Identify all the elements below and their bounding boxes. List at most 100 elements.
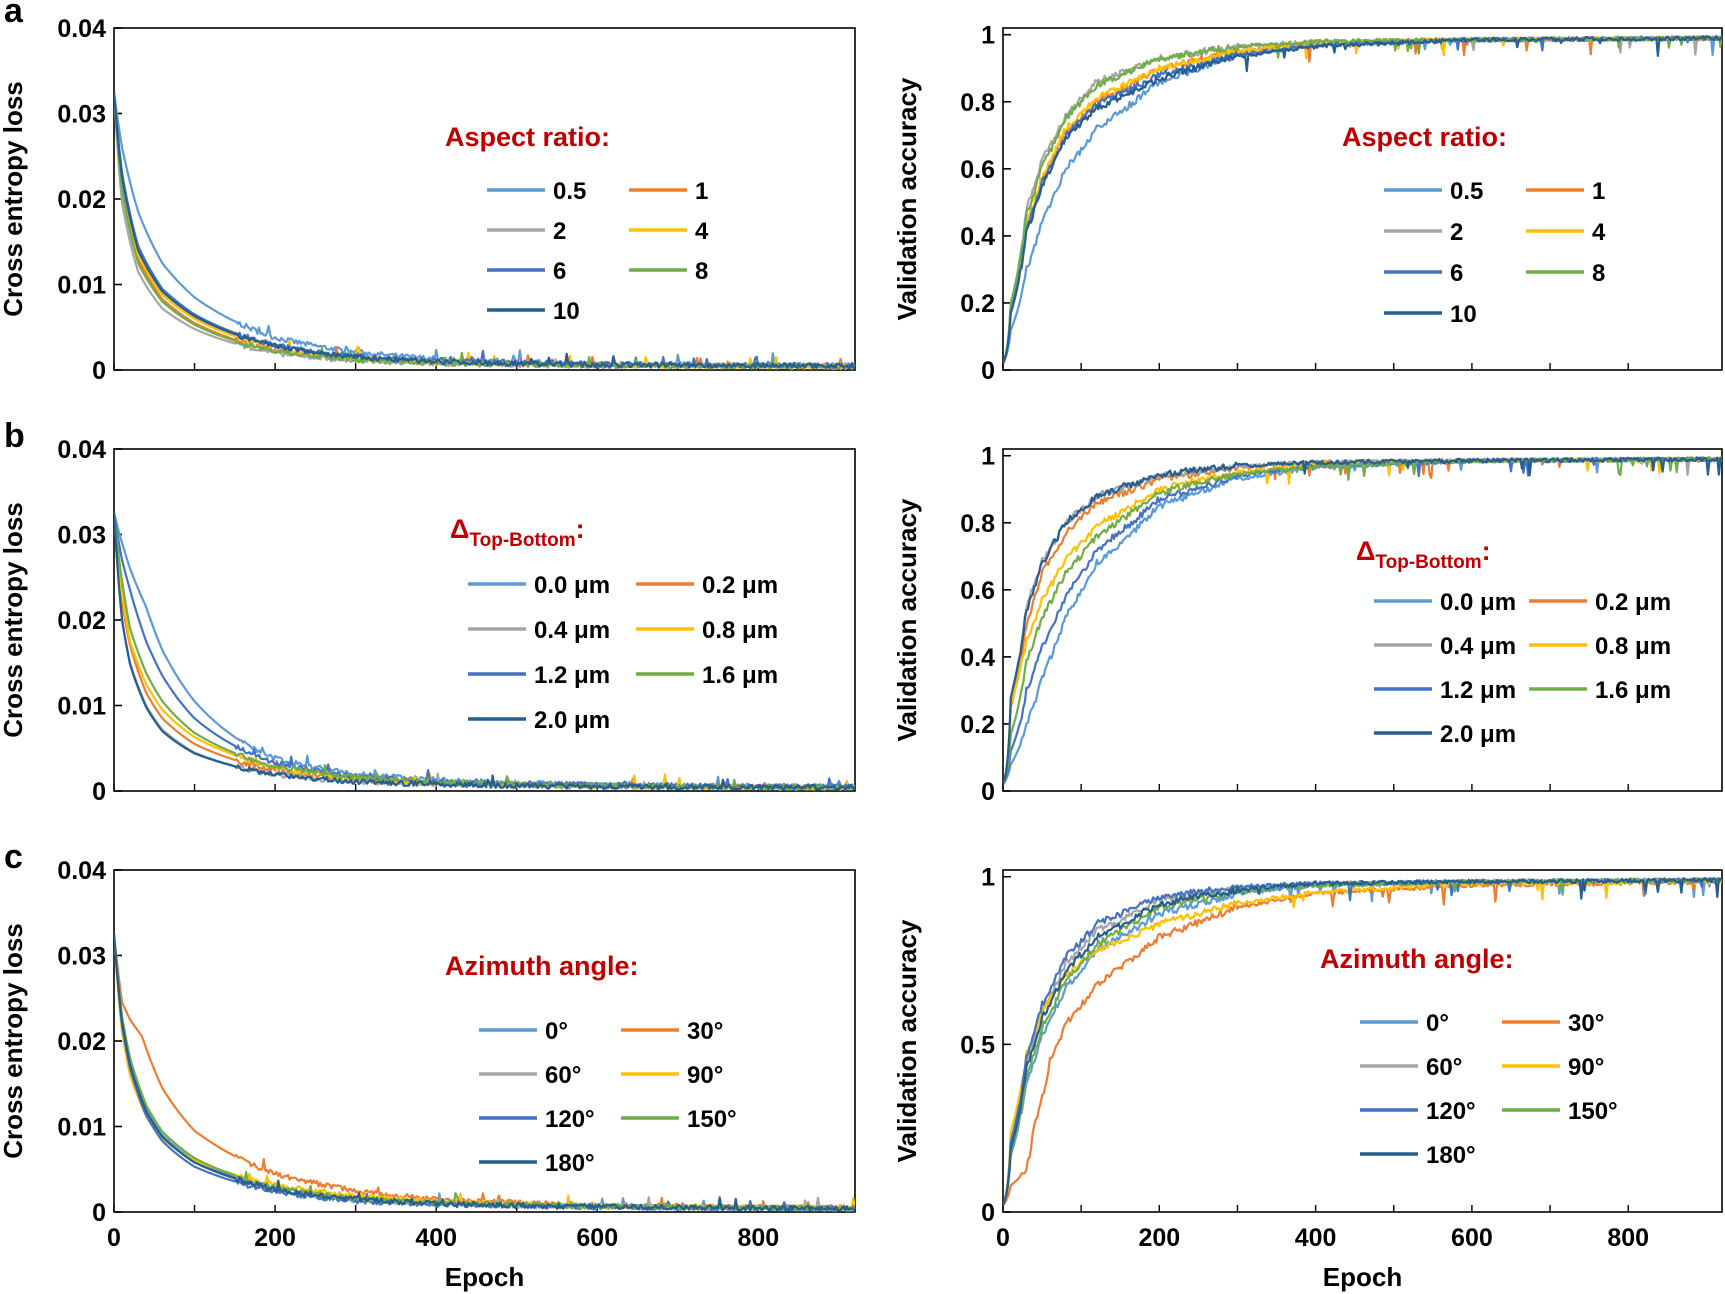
y-axis-label: Validation accuracy	[892, 919, 922, 1162]
legend-label: 10	[553, 298, 580, 325]
legend-label: 2	[553, 218, 566, 245]
legend-label: 0.8 μm	[702, 617, 778, 644]
chart-a-acc: 0 0.2 0.4 0.6 0.8 1 Validation accuracy Aspect …	[892, 22, 1723, 385]
legend-label: 0°	[1426, 1010, 1449, 1037]
chart-b-loss: 0 0.01 0.02 0.03 0.04 Cross entropy loss ΔTop-…	[0, 436, 856, 806]
legend-label: 6	[553, 258, 566, 285]
legend-label: 120°	[1426, 1098, 1476, 1125]
legend-label: 1.2 μm	[534, 662, 610, 689]
y-tick-label: 0.01	[57, 272, 106, 300]
charts-layer: 0 0.01 0.02 0.03 0.04 Cross entropy loss Aspec…	[0, 15, 1723, 1292]
x-tick-label: 600	[1451, 1224, 1493, 1252]
series-line	[114, 934, 855, 1212]
plot-frame	[1002, 27, 1723, 371]
legend-label: 0.4 μm	[1440, 633, 1516, 660]
x-tick-label: 0	[996, 1224, 1010, 1252]
legend-title-subscript: Top-Bottom	[469, 530, 575, 551]
legend-label: 180°	[1426, 1142, 1476, 1169]
y-tick-label: 0.02	[57, 607, 106, 635]
series-line	[1003, 877, 1722, 1206]
y-tick-label: 0.01	[57, 693, 106, 721]
legend-label: 4	[1592, 219, 1606, 246]
panel-letter-a: a	[4, 0, 24, 30]
y-tick-label: 0	[981, 778, 995, 806]
y-tick-label: 1	[981, 22, 995, 50]
plot-frame	[113, 27, 856, 371]
plot-frame	[1002, 869, 1723, 1213]
chart-c-loss: 0 0.01 0.02 0.03 0.04 0 200 400 600 800 Epoch Cross…	[0, 857, 856, 1292]
chart-a-loss: 0 0.01 0.02 0.03 0.04 Cross entropy loss Aspec…	[0, 15, 856, 385]
series-line	[1003, 456, 1722, 785]
series-line	[114, 92, 855, 370]
series-line	[1003, 456, 1722, 785]
y-axis-label: Validation accuracy	[892, 498, 922, 741]
legend-title: ΔTop-Bottom:	[1356, 536, 1491, 573]
plot-frame	[1002, 448, 1723, 792]
legend-label: 1.2 μm	[1440, 677, 1516, 704]
y-tick-label: 0.03	[57, 101, 106, 129]
chart-c-acc: 0 0.5 1 0 200 400 600 800 Epoch Validation accura…	[892, 864, 1723, 1292]
legend-title: ΔTop-Bottom:	[450, 514, 585, 551]
y-tick-label: 0.04	[57, 857, 106, 885]
series-line	[1003, 877, 1722, 1206]
legend-title-subscript: Top-Bottom	[1375, 552, 1481, 573]
y-tick-label: 1	[981, 443, 995, 471]
legend-label: 180°	[545, 1150, 595, 1177]
x-tick-label: 400	[1295, 1224, 1337, 1252]
y-tick-label: 0.02	[57, 186, 106, 214]
x-tick-label: 0	[107, 1224, 121, 1252]
series-line	[1003, 35, 1722, 364]
y-tick-label: 0.03	[57, 943, 106, 971]
y-axis-label: Cross entropy loss	[0, 81, 28, 317]
legend-label: 60°	[545, 1062, 581, 1089]
series-line	[1003, 456, 1722, 785]
legend-label: 10	[1450, 301, 1477, 328]
series-line	[1003, 35, 1722, 364]
y-tick-label: 0.03	[57, 522, 106, 550]
y-tick-label: 0	[92, 778, 106, 806]
x-axis-label: Epoch	[445, 1262, 524, 1292]
legend-label: 2	[1450, 219, 1463, 246]
y-tick-label: 0	[981, 357, 995, 385]
y-tick-label: 0	[92, 357, 106, 385]
y-tick-label: 0.04	[57, 15, 106, 43]
series-line	[1003, 35, 1722, 364]
legend-label: 1	[695, 178, 708, 205]
series-line	[114, 512, 855, 791]
legend-label: 150°	[1568, 1098, 1618, 1125]
x-tick-label: 800	[737, 1224, 779, 1252]
legend-label: 2.0 μm	[534, 707, 610, 734]
legend-label: 8	[1592, 260, 1605, 287]
x-tick-label: 200	[1138, 1224, 1180, 1252]
x-tick-label: 800	[1607, 1224, 1649, 1252]
panel-letter-b: b	[4, 417, 25, 455]
legend-label: 4	[695, 218, 709, 245]
y-tick-label: 0.8	[960, 510, 995, 538]
legend-label: 0.2 μm	[1595, 589, 1671, 616]
y-tick-label: 0.4	[960, 644, 995, 672]
x-tick-label: 400	[415, 1224, 457, 1252]
series-line	[1003, 35, 1722, 364]
legend-title-colon: :	[1482, 536, 1491, 566]
legend-label: 30°	[1568, 1010, 1604, 1037]
panel-letter-c: c	[4, 838, 23, 876]
series-line	[1003, 877, 1722, 1206]
series-line	[114, 934, 855, 1212]
series-line	[1003, 456, 1722, 785]
y-tick-label: 0.01	[57, 1114, 106, 1142]
y-axis-label: Cross entropy loss	[0, 923, 28, 1159]
legend-title: Azimuth angle:	[445, 951, 639, 981]
legend-label: 30°	[687, 1018, 723, 1045]
y-tick-label: 0.2	[960, 290, 995, 318]
y-tick-label: 0.8	[960, 89, 995, 117]
y-tick-label: 0	[981, 1199, 995, 1227]
legend-label: 0.5	[553, 178, 586, 205]
series-line	[1003, 35, 1722, 364]
y-axis-label: Validation accuracy	[892, 77, 922, 320]
y-tick-label: 0.6	[960, 156, 995, 184]
legend-label: 0.2 μm	[702, 572, 778, 599]
legend-title: Azimuth angle:	[1320, 944, 1514, 974]
series-line	[114, 513, 855, 791]
legend-label: 6	[1450, 260, 1463, 287]
